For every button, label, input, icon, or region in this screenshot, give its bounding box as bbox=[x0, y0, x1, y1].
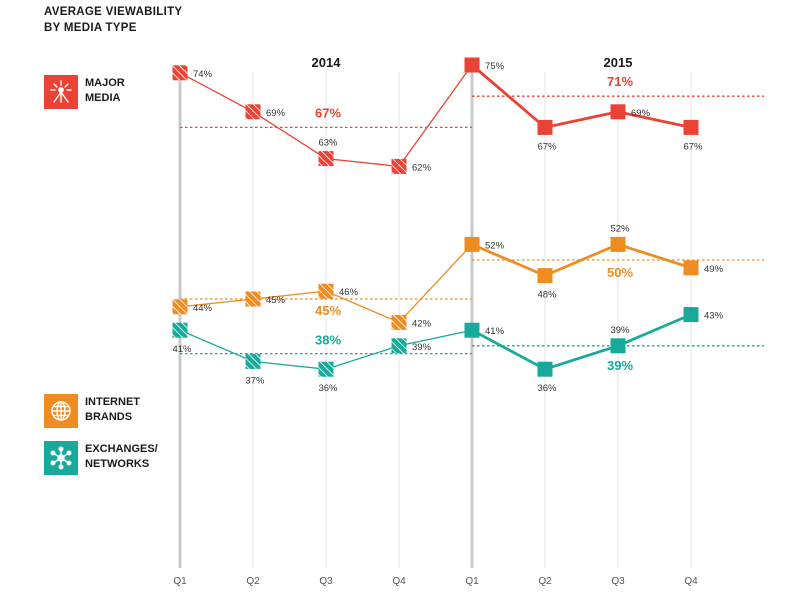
satellite-dish-icon bbox=[50, 80, 72, 103]
series-line-segment bbox=[398, 329, 473, 347]
data-point bbox=[391, 158, 407, 174]
year-header: 2015 bbox=[604, 55, 633, 70]
data-label: 39% bbox=[610, 325, 630, 336]
data-label: 36% bbox=[537, 383, 557, 394]
data-point bbox=[245, 104, 261, 120]
data-point bbox=[464, 322, 480, 338]
series-line-segment bbox=[617, 243, 692, 270]
data-point bbox=[537, 361, 553, 377]
data-label: 42% bbox=[412, 318, 432, 329]
legend-label-exchanges-networks: EXCHANGES/ NETWORKS bbox=[85, 443, 158, 470]
data-point bbox=[172, 65, 188, 81]
series-line-segment bbox=[252, 360, 327, 370]
data-label: 67% bbox=[537, 141, 557, 152]
data-point bbox=[610, 104, 626, 120]
data-label: 62% bbox=[412, 162, 432, 173]
data-label: 49% bbox=[704, 264, 724, 275]
data-label: 74% bbox=[193, 69, 213, 80]
data-point bbox=[610, 236, 626, 252]
data-point bbox=[683, 260, 699, 276]
data-label: 43% bbox=[704, 311, 724, 322]
chart-title-line-1: AVERAGE VIEWABILITY bbox=[44, 6, 183, 18]
average-label: 38% bbox=[315, 333, 341, 348]
data-label: 75% bbox=[485, 61, 505, 72]
series-line-segment bbox=[544, 243, 619, 277]
data-label: 48% bbox=[537, 290, 557, 301]
x-tick-label: Q1 bbox=[173, 576, 187, 587]
average-label: 45% bbox=[315, 303, 341, 318]
data-label: 37% bbox=[245, 375, 265, 386]
data-point bbox=[318, 151, 334, 167]
average-label: 50% bbox=[607, 265, 633, 280]
data-point bbox=[318, 283, 334, 299]
legend-swatch-major-media bbox=[44, 75, 78, 109]
series-line-segment bbox=[179, 72, 254, 113]
year-header: 2014 bbox=[312, 55, 342, 70]
series-line-segment bbox=[471, 243, 546, 277]
data-label: 67% bbox=[683, 141, 703, 152]
x-tick-label: Q2 bbox=[246, 576, 260, 587]
series-line-segment bbox=[179, 329, 254, 362]
data-label: 63% bbox=[318, 138, 338, 149]
chart-title-line-2: BY MEDIA TYPE bbox=[44, 22, 137, 34]
data-point bbox=[391, 338, 407, 354]
series-line-segment bbox=[179, 298, 254, 308]
x-tick-label: Q3 bbox=[319, 576, 333, 587]
data-point bbox=[172, 322, 188, 338]
legend-label-major-media: MAJOR MEDIA bbox=[85, 77, 125, 104]
x-tick-label: Q4 bbox=[392, 576, 406, 587]
series-line-segment bbox=[398, 243, 473, 323]
data-label: 39% bbox=[412, 342, 432, 353]
legend-swatch-internet-brands bbox=[44, 394, 78, 428]
average-label: 71% bbox=[607, 74, 633, 89]
average-label: 67% bbox=[315, 105, 341, 120]
x-tick-label: Q1 bbox=[465, 576, 479, 587]
series-line-segment bbox=[617, 110, 692, 129]
series-line-segment bbox=[325, 157, 400, 168]
series-line-segment bbox=[471, 328, 546, 371]
x-tick-label: Q2 bbox=[538, 576, 552, 587]
series-line-segment bbox=[617, 313, 692, 348]
network-icon bbox=[50, 446, 72, 470]
data-point bbox=[683, 307, 699, 323]
data-point bbox=[391, 314, 407, 330]
globe-icon bbox=[51, 401, 71, 421]
series-line-segment bbox=[325, 345, 400, 370]
data-point bbox=[245, 291, 261, 307]
data-point bbox=[245, 353, 261, 369]
series-line-segment bbox=[471, 63, 546, 129]
data-label: 69% bbox=[631, 108, 651, 119]
data-point bbox=[172, 299, 188, 315]
data-label: 36% bbox=[318, 383, 338, 394]
data-point bbox=[537, 268, 553, 284]
data-label: 69% bbox=[266, 108, 286, 119]
data-point bbox=[318, 361, 334, 377]
series-line-segment bbox=[398, 64, 473, 167]
series-line-segment bbox=[252, 290, 327, 300]
data-label: 45% bbox=[266, 295, 286, 306]
series-line-segment bbox=[544, 344, 619, 371]
data-point bbox=[537, 119, 553, 135]
data-point bbox=[464, 236, 480, 252]
legend-label-internet-brands: INTERNET BRANDS bbox=[85, 396, 140, 423]
series-line-segment bbox=[325, 290, 400, 323]
legend-swatch-exchanges-networks bbox=[44, 441, 78, 475]
data-label: 41% bbox=[172, 344, 192, 355]
data-label: 44% bbox=[193, 303, 213, 314]
data-label: 46% bbox=[339, 287, 359, 298]
series-line-segment bbox=[544, 110, 619, 129]
data-point bbox=[683, 119, 699, 135]
x-tick-label: Q4 bbox=[684, 576, 698, 587]
data-label: 52% bbox=[485, 240, 505, 251]
average-label: 39% bbox=[607, 358, 633, 373]
x-tick-label: Q3 bbox=[611, 576, 625, 587]
data-label: 41% bbox=[485, 326, 505, 337]
data-label: 52% bbox=[610, 223, 630, 234]
data-point bbox=[610, 338, 626, 354]
data-point bbox=[464, 57, 480, 73]
chart-title: AVERAGE VIEWABILITY BY MEDIA TYPE bbox=[44, 4, 182, 36]
series-line-segment bbox=[252, 111, 327, 160]
